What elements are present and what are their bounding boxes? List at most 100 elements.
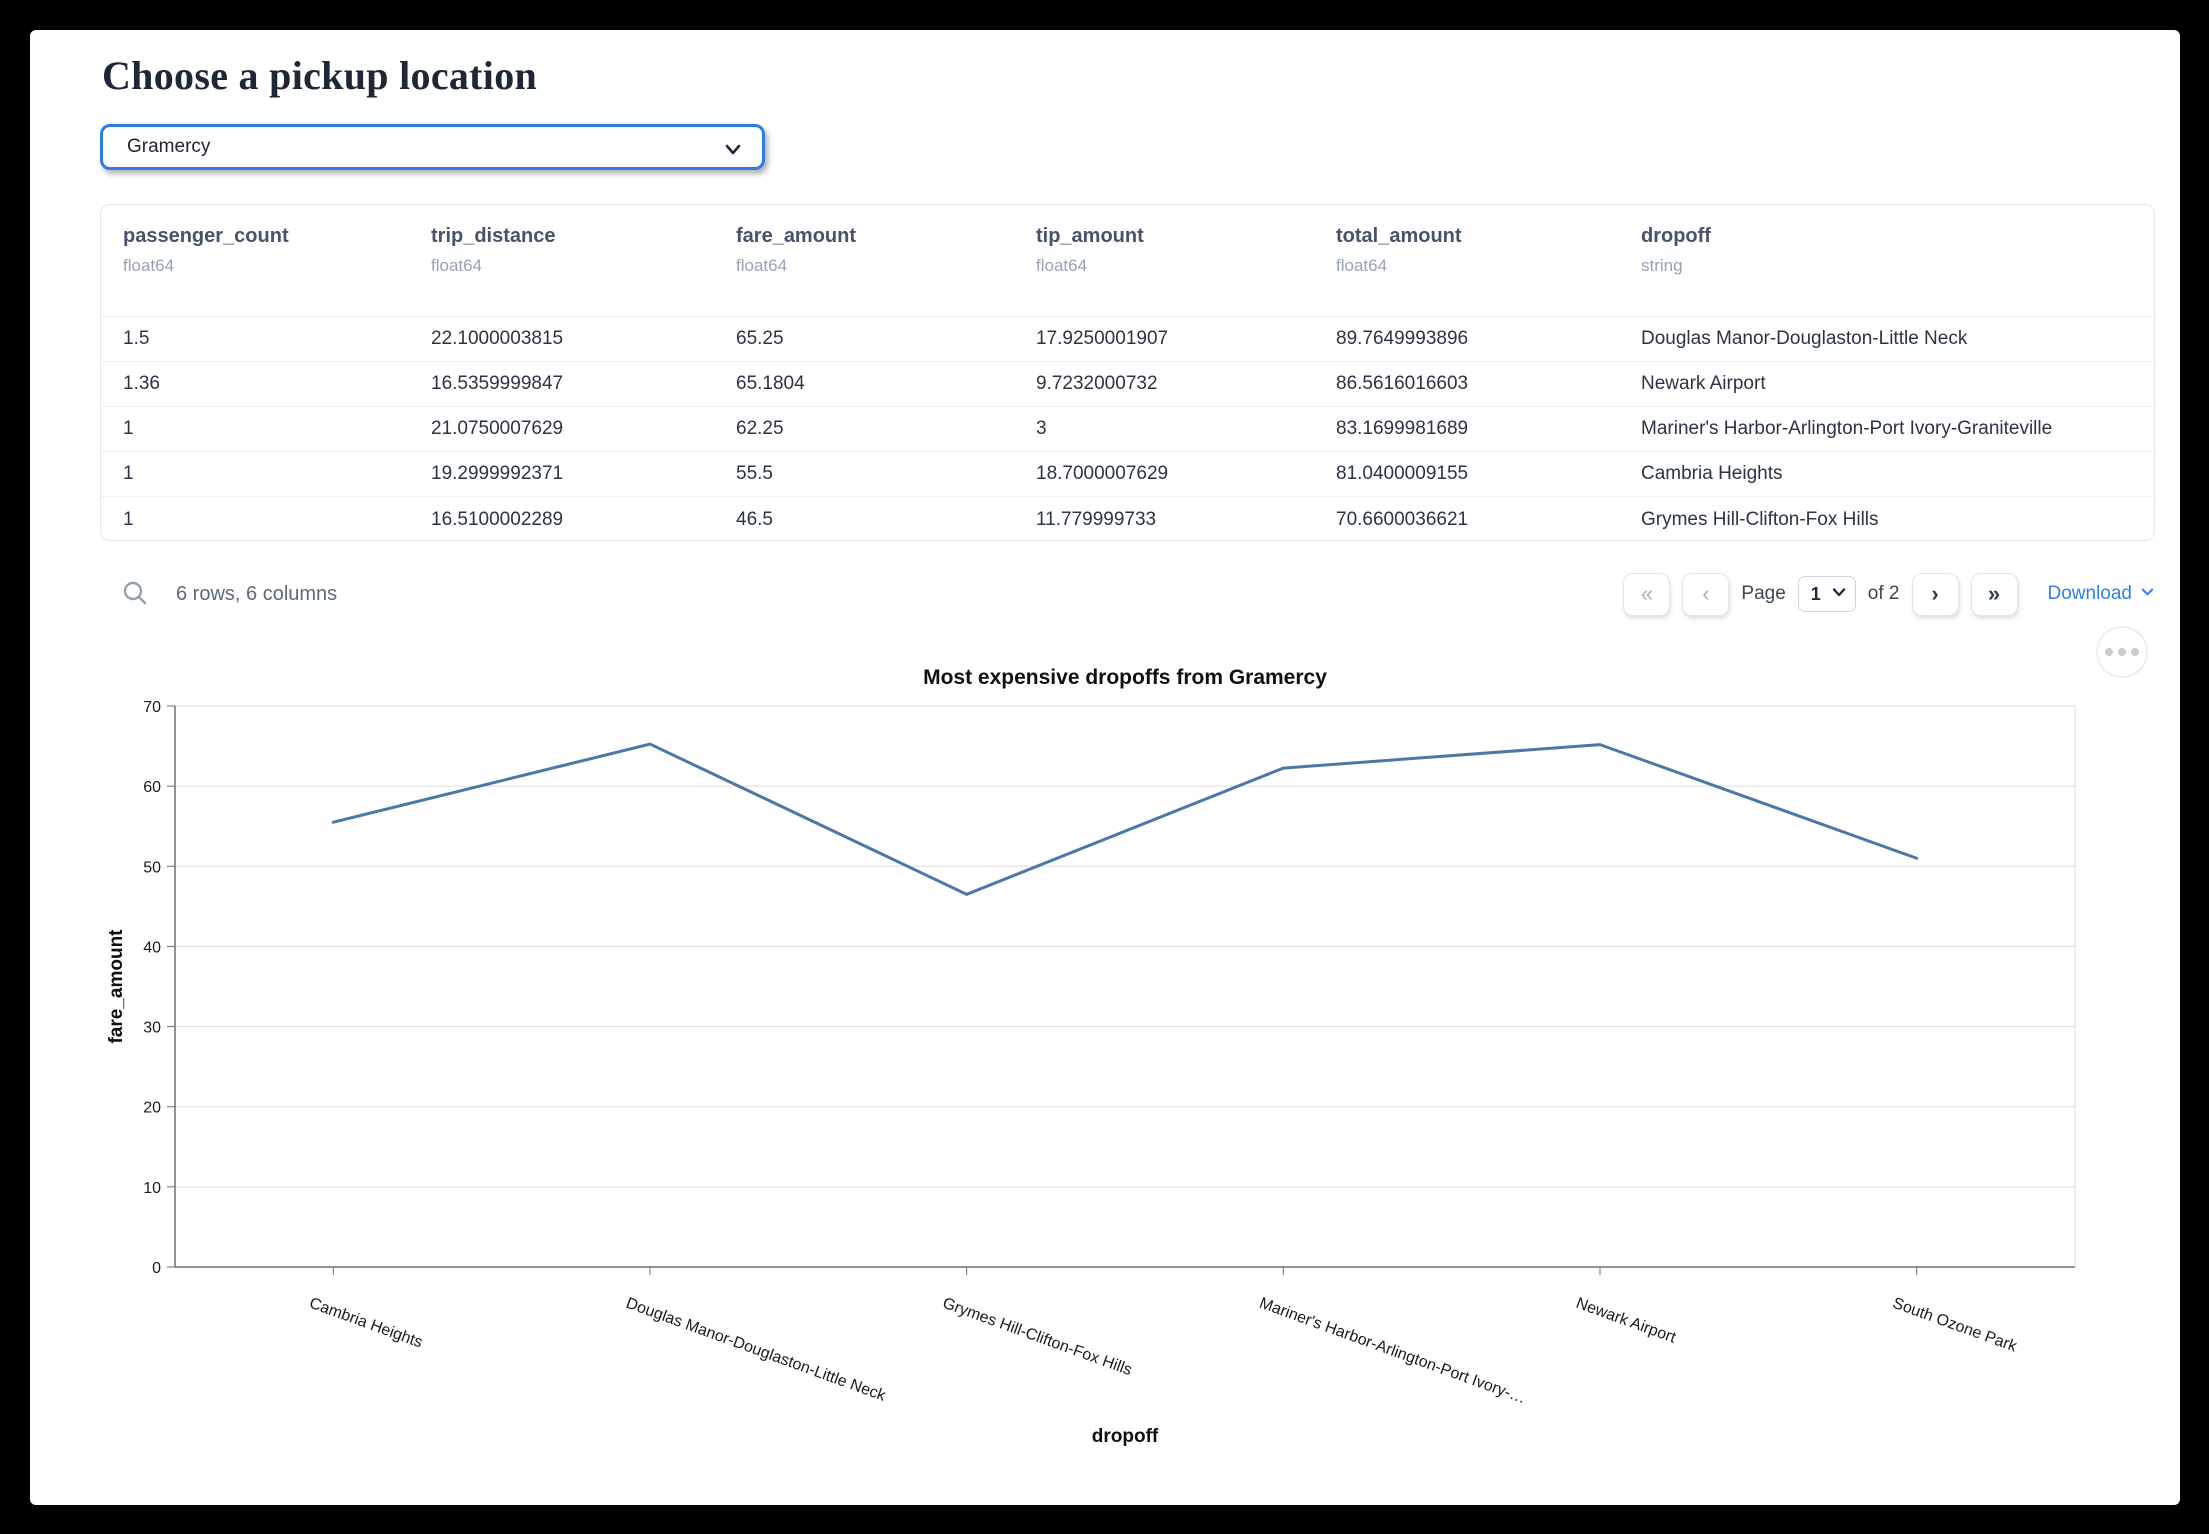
- table-cell: 46.5: [736, 508, 773, 530]
- table-cell: 18.7000007629: [1036, 463, 1169, 484]
- column-name: dropoff: [1641, 225, 1711, 247]
- table-cell: 65.25: [736, 328, 784, 349]
- first-page-button[interactable]: «: [1623, 572, 1671, 616]
- table-cell: 21.0750007629: [431, 418, 564, 439]
- column-header-fare_amount[interactable]: fare_amount float64: [714, 225, 1014, 316]
- svg-text:Douglas Manor-Douglaston-Littl: Douglas Manor-Douglaston-Little Neck: [624, 1295, 889, 1405]
- table-row[interactable]: 1 19.2999992371 55.5 18.7000007629 81.040000…: [101, 452, 2154, 497]
- page-number-select[interactable]: 1: [1797, 576, 1856, 612]
- table-cell: 1: [123, 418, 134, 439]
- table-cell: 9.7232000732: [1036, 373, 1158, 394]
- table-cell: 1.36: [123, 373, 160, 394]
- svg-text:South Ozone Park: South Ozone Park: [1890, 1295, 2020, 1356]
- svg-text:40: 40: [143, 939, 161, 956]
- svg-text:20: 20: [143, 1100, 161, 1117]
- previous-page-button[interactable]: ‹: [1682, 572, 1730, 616]
- table-cell: 70.6600036621: [1336, 508, 1469, 530]
- column-dtype: float64: [431, 256, 483, 275]
- table-cell: 83.1699981689: [1336, 418, 1469, 439]
- svg-text:Most expensive dropoffs from G: Most expensive dropoffs from Gramercy: [923, 666, 1327, 689]
- svg-text:30: 30: [143, 1020, 161, 1037]
- next-page-button[interactable]: ›: [1911, 572, 1959, 616]
- table-cell: Mariner's Harbor-Arlington-Port Ivory-Gr…: [1641, 418, 2053, 439]
- table-cell: 19.2999992371: [431, 463, 564, 484]
- page-of-label: of 2: [1867, 583, 1900, 604]
- svg-text:0: 0: [152, 1260, 161, 1277]
- table-row[interactable]: 1.5 22.1000003815 65.25 17.9250001907 89.764…: [101, 317, 2154, 362]
- column-dtype: float64: [736, 256, 788, 275]
- table-cell: 86.5616016603: [1336, 373, 1469, 394]
- table-cell: 55.5: [736, 463, 773, 484]
- table-cell: 16.5359999847: [431, 373, 564, 394]
- svg-text:10: 10: [143, 1180, 161, 1197]
- svg-text:Mariner's Harbor-Arlington-Por: Mariner's Harbor-Arlington-Port Ivory-…: [1257, 1295, 1528, 1408]
- table-cell: 65.1804: [736, 373, 805, 394]
- search-button[interactable]: [118, 577, 152, 611]
- table-row[interactable]: 1 16.5100002289 46.5 11.779999733 70.6600036…: [101, 497, 2154, 540]
- svg-text:Grymes Hill-Clifton-Fox Hills: Grymes Hill-Clifton-Fox Hills: [940, 1295, 1134, 1379]
- row-summary: 6 rows, 6 columns: [176, 582, 338, 605]
- column-dtype: float64: [1336, 256, 1388, 275]
- page-number-value: 1: [1810, 583, 1821, 604]
- table-cell: 3: [1036, 418, 1047, 439]
- table-cell: 22.1000003815: [431, 328, 564, 349]
- table-row[interactable]: 1 21.0750007629 62.25 3 83.1699981689 Mariner…: [101, 407, 2154, 452]
- svg-text:fare_amount: fare_amount: [106, 929, 127, 1044]
- table-footer: 6 rows, 6 columns « ‹ Page 1 of 2 › » Do…: [100, 564, 2155, 624]
- svg-text:Newark Airport: Newark Airport: [1574, 1295, 1679, 1347]
- column-header-total_amount[interactable]: total_amount float64: [1314, 225, 1619, 316]
- column-dtype: float64: [1036, 256, 1088, 275]
- svg-text:50: 50: [143, 859, 161, 876]
- table-cell: 11.779999733: [1036, 508, 1157, 530]
- chevron-down-icon: [2140, 583, 2155, 605]
- download-label: Download: [2047, 583, 2133, 604]
- table-cell: 89.7649993896: [1336, 328, 1469, 349]
- chart-area: Most expensive dropoffs from Gramercy 0 10…: [30, 640, 2180, 1505]
- table-cell: 1: [123, 508, 134, 530]
- download-button[interactable]: Download: [2048, 583, 2156, 605]
- svg-text:dropoff: dropoff: [1092, 1426, 1159, 1447]
- column-header-dropoff[interactable]: dropoff string: [1619, 225, 2154, 316]
- pickup-location-value: Gramercy: [127, 136, 211, 157]
- page-title: Choose a pickup location: [102, 53, 538, 98]
- column-header-passenger_count[interactable]: passenger_count float64: [101, 225, 409, 316]
- column-name: passenger_count: [123, 225, 289, 247]
- table-cell: Grymes Hill-Clifton-Fox Hills: [1641, 508, 1879, 530]
- page-label: Page: [1741, 583, 1786, 604]
- svg-text:60: 60: [143, 779, 161, 796]
- svg-text:70: 70: [143, 699, 161, 716]
- search-icon: [121, 581, 149, 610]
- app-card: Choose a pickup location Gramercy passen…: [30, 30, 2180, 1505]
- table-row[interactable]: 1.36 16.5359999847 65.1804 9.7232000732 86.5…: [101, 362, 2154, 407]
- last-page-button[interactable]: »: [1970, 572, 2018, 616]
- table-cell: 17.9250001907: [1036, 328, 1169, 349]
- chevron-down-icon: [1831, 584, 1847, 605]
- column-name: fare_amount: [736, 225, 857, 247]
- chart-menu-button[interactable]: [2096, 626, 2148, 678]
- column-header-trip_distance[interactable]: trip_distance float64: [409, 225, 714, 316]
- column-name: total_amount: [1336, 225, 1462, 247]
- line-chart: Most expensive dropoffs from Gramercy 0 10…: [106, 666, 2076, 1447]
- column-name: trip_distance: [431, 225, 556, 247]
- table-body: 1.5 22.1000003815 65.25 17.9250001907 89.764…: [101, 317, 2154, 540]
- svg-text:Cambria Heights: Cambria Heights: [307, 1295, 425, 1352]
- table-cell: 1.5: [123, 328, 150, 349]
- chevron-down-icon: [722, 138, 744, 165]
- table-cell: 1: [123, 463, 134, 484]
- table-cell: Cambria Heights: [1641, 463, 1783, 484]
- column-name: tip_amount: [1036, 225, 1144, 247]
- table-cell: Newark Airport: [1641, 373, 1766, 394]
- table-cell: 16.5100002289: [431, 508, 564, 530]
- ellipsis-icon: [2105, 648, 2113, 656]
- table-cell: 81.0400009155: [1336, 463, 1469, 484]
- table-cell: 62.25: [736, 418, 784, 439]
- table-cell: Douglas Manor-Douglaston-Little Neck: [1641, 328, 1968, 349]
- column-dtype: float64: [123, 256, 175, 275]
- pickup-location-select[interactable]: Gramercy: [100, 124, 765, 170]
- pagination: « ‹ Page 1 of 2 › » Download: [1623, 572, 2156, 616]
- column-dtype: string: [1641, 256, 1683, 275]
- column-header-tip_amount[interactable]: tip_amount float64: [1014, 225, 1314, 316]
